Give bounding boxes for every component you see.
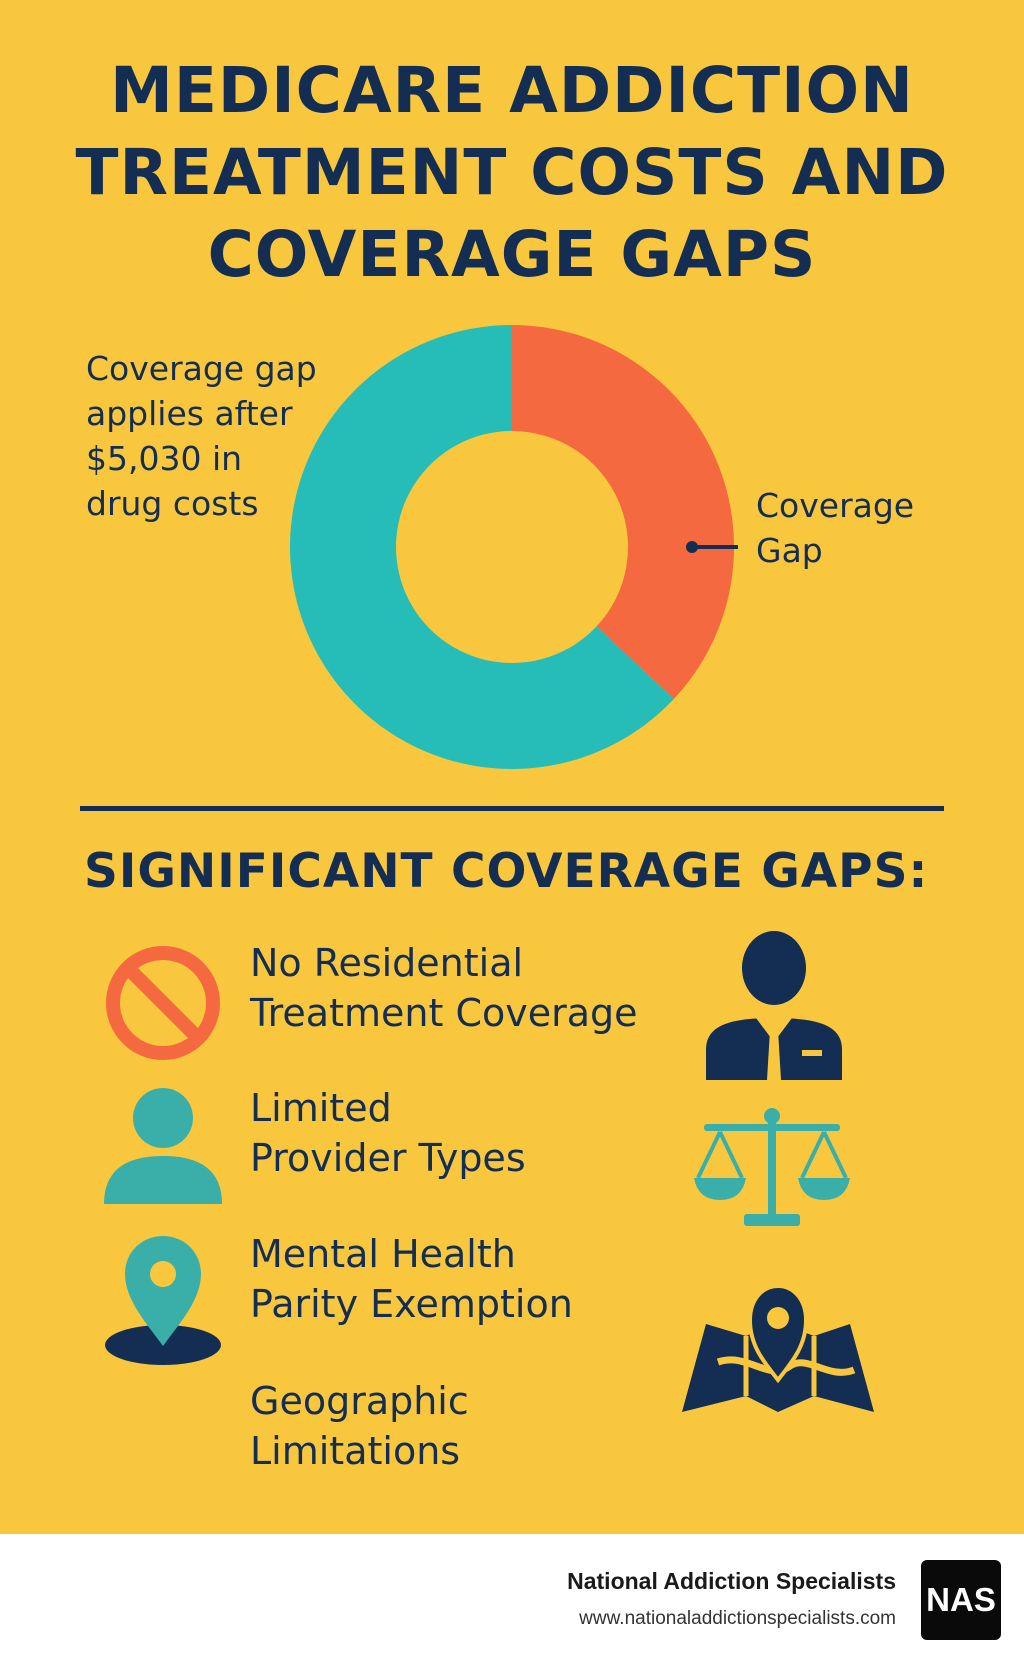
title-line-2: TREATMENT COSTS AND [75, 136, 949, 209]
donut-slice-coverage-gap [512, 325, 734, 699]
gap-item-parity: Mental Health Parity Exemption [250, 1229, 573, 1329]
location-pin-icon [105, 1236, 221, 1365]
gap-item-geographic: Geographic Limitations [250, 1376, 469, 1476]
nas-logo: NAS [921, 1560, 1001, 1640]
scales-of-justice-icon [694, 1108, 850, 1226]
title-line-1: MEDICARE ADDICTION [110, 54, 914, 127]
annotation-line-4: drug costs [86, 484, 259, 523]
annotation-line-2: applies after [86, 394, 293, 433]
gap-item-line-1: Mental Health [250, 1232, 516, 1276]
donut-slices [290, 325, 734, 769]
donut-slice-remaining-1 [290, 325, 674, 769]
prohibited-icon [106, 946, 220, 1060]
footer: National Addiction Specialists www.natio… [0, 1534, 1024, 1666]
page-title: MEDICARE ADDICTION TREATMENT COSTS AND C… [0, 50, 1024, 296]
brand-url[interactable]: www.nationaladdictionspecialists.com [579, 1608, 896, 1629]
gap-item-line-2: Treatment Coverage [250, 991, 638, 1035]
slice-label-dot [686, 541, 698, 553]
gap-item-line-2: Parity Exemption [250, 1282, 573, 1326]
section-divider [80, 806, 944, 811]
coverage-gap-slice-label: Coverage Gap [756, 483, 914, 573]
professional-person-icon [706, 931, 842, 1080]
title-line-3: COVERAGE GAPS [207, 218, 817, 291]
gap-item-line-1: Limited [250, 1086, 392, 1130]
gap-item-line-2: Limitations [250, 1429, 461, 1473]
section-title: SIGNIFICANT COVERAGE GAPS: [84, 844, 929, 899]
gap-item-residential: No Residential Treatment Coverage [250, 938, 638, 1038]
gap-item-line-2: Provider Types [250, 1136, 526, 1180]
annotation-line-3: $5,030 in [86, 439, 243, 478]
gap-item-line-1: Geographic [250, 1379, 469, 1423]
slice-label-line-1: Coverage [756, 486, 915, 525]
map-pin-icon [682, 1283, 874, 1412]
brand-name: National Addiction Specialists [567, 1568, 896, 1594]
annotation-line-1: Coverage gap [86, 349, 317, 388]
person-icon [104, 1088, 222, 1204]
gap-item-line-1: No Residential [250, 941, 524, 985]
coverage-gap-annotation: Coverage gap applies after $5,030 in dru… [86, 346, 356, 526]
slice-label-line-2: Gap [756, 531, 823, 570]
gap-item-providers: Limited Provider Types [250, 1083, 526, 1183]
donut-chart [290, 325, 738, 769]
